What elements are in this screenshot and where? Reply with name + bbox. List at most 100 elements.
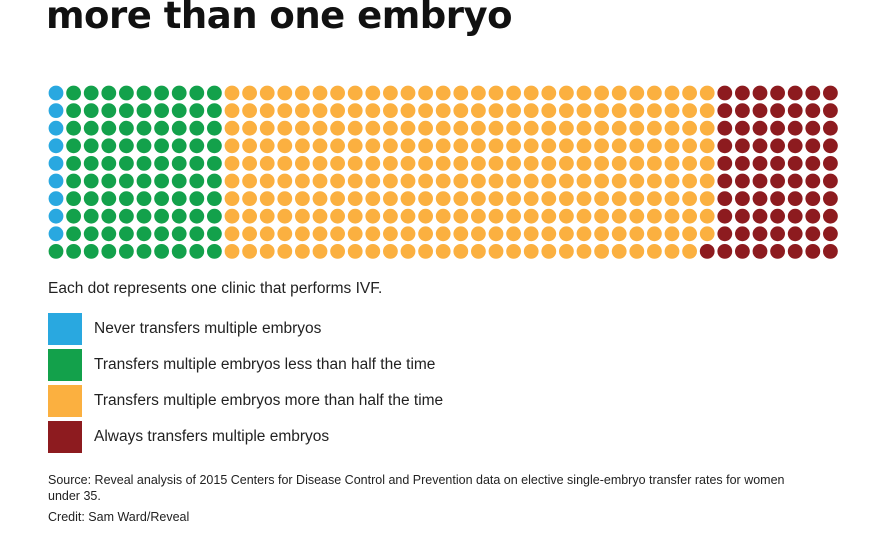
clinic-dot-always	[823, 85, 838, 101]
clinic-dot-more-than-half	[541, 226, 557, 242]
clinic-dot-more-than-half	[488, 138, 504, 154]
clinic-dot-more-than-half	[383, 85, 398, 101]
clinic-dot-less-than-half	[171, 208, 187, 224]
clinic-dot-more-than-half	[506, 173, 521, 189]
clinic-dot-more-than-half	[611, 208, 627, 224]
clinic-dot-less-than-half	[83, 244, 99, 259]
clinic-dot-more-than-half	[365, 120, 381, 136]
clinic-dot-more-than-half	[312, 173, 328, 189]
clinic-dot-less-than-half	[119, 103, 134, 118]
clinic-dot-more-than-half	[471, 191, 486, 207]
clinic-dot-less-than-half	[83, 226, 99, 242]
clinic-dot-more-than-half	[559, 226, 574, 242]
clinic-dot-always	[717, 138, 733, 154]
clinic-dot-more-than-half	[682, 138, 697, 154]
clinic-dot-more-than-half	[224, 173, 240, 189]
clinic-dot-more-than-half	[400, 173, 416, 189]
clinic-dot-more-than-half	[682, 85, 697, 101]
clinic-dot-more-than-half	[418, 244, 433, 259]
clinic-dot-more-than-half	[330, 191, 345, 207]
clinic-dot-more-than-half	[418, 191, 433, 207]
clinic-dot-always	[699, 244, 715, 259]
clinic-dot-more-than-half	[541, 191, 557, 207]
clinic-dot-more-than-half	[295, 173, 310, 189]
clinic-dot-more-than-half	[383, 120, 398, 136]
clinic-dot-more-than-half	[242, 208, 257, 224]
clinic-dot-always	[787, 138, 803, 154]
clinic-dot-more-than-half	[559, 120, 574, 136]
clinic-dot-less-than-half	[66, 138, 81, 154]
clinic-dot-more-than-half	[330, 138, 345, 154]
clinic-dot-more-than-half	[277, 173, 293, 189]
clinic-dot-more-than-half	[435, 103, 451, 118]
clinic-dot-less-than-half	[66, 226, 81, 242]
clinic-dot-more-than-half	[576, 103, 592, 118]
clinic-dot-more-than-half	[347, 138, 363, 154]
clinic-dot-never	[48, 85, 64, 101]
clinic-dot-more-than-half	[277, 226, 293, 242]
clinic-dot-more-than-half	[277, 191, 293, 207]
clinic-dot-more-than-half	[347, 244, 363, 259]
clinic-dot-always	[823, 208, 838, 224]
clinic-dot-more-than-half	[488, 156, 504, 171]
clinic-dot-more-than-half	[453, 191, 469, 207]
clinic-dot-more-than-half	[647, 85, 662, 101]
clinic-dot-less-than-half	[83, 120, 99, 136]
clinic-dot-less-than-half	[171, 156, 187, 171]
clinic-dot-more-than-half	[541, 173, 557, 189]
clinic-dot-more-than-half	[259, 191, 275, 207]
legend-swatch-never	[48, 313, 82, 345]
credit-note: Credit: Sam Ward/Reveal	[48, 510, 190, 524]
clinic-dot-never	[48, 173, 64, 189]
clinic-dot-less-than-half	[189, 103, 205, 118]
clinic-dot-less-than-half	[189, 173, 205, 189]
clinic-dot-less-than-half	[207, 191, 222, 207]
clinic-dot-more-than-half	[664, 226, 680, 242]
clinic-dot-less-than-half	[66, 120, 81, 136]
clinic-dot-more-than-half	[629, 138, 645, 154]
clinic-dot-more-than-half	[453, 244, 469, 259]
clinic-dot-always	[787, 208, 803, 224]
clinic-dot-more-than-half	[295, 85, 310, 101]
clinic-dot-more-than-half	[629, 173, 645, 189]
clinic-dot-more-than-half	[594, 85, 609, 101]
clinic-dot-always	[735, 191, 750, 207]
clinic-dot-more-than-half	[418, 85, 433, 101]
clinic-dot-more-than-half	[541, 85, 557, 101]
clinic-dot-more-than-half	[664, 244, 680, 259]
clinic-dot-more-than-half	[400, 138, 416, 154]
clinic-dot-more-than-half	[664, 120, 680, 136]
clinic-dot-always	[735, 226, 750, 242]
clinic-dot-always	[770, 120, 785, 136]
clinic-dot-more-than-half	[295, 120, 310, 136]
clinic-dot-less-than-half	[171, 191, 187, 207]
clinic-dot-more-than-half	[435, 138, 451, 154]
clinic-dot-more-than-half	[365, 173, 381, 189]
clinic-dot-less-than-half	[83, 156, 99, 171]
clinic-dot-more-than-half	[435, 173, 451, 189]
clinic-dot-more-than-half	[400, 226, 416, 242]
clinic-dot-more-than-half	[330, 85, 345, 101]
clinic-dot-less-than-half	[154, 156, 170, 171]
clinic-dot-more-than-half	[559, 103, 574, 118]
legend-swatch-less-than-half	[48, 349, 82, 381]
clinic-dot-always	[717, 103, 733, 118]
clinic-dot-always	[823, 103, 838, 118]
clinic-dot-more-than-half	[347, 173, 363, 189]
clinic-dot-less-than-half	[66, 208, 81, 224]
clinic-dot-less-than-half	[154, 226, 170, 242]
clinic-dot-more-than-half	[594, 191, 609, 207]
clinic-dot-never	[48, 138, 64, 154]
clinic-dot-less-than-half	[101, 191, 117, 207]
clinic-dot-more-than-half	[277, 244, 293, 259]
clinic-dot-always	[717, 156, 733, 171]
clinic-dot-always	[770, 156, 785, 171]
clinic-dot-more-than-half	[242, 244, 257, 259]
clinic-dot-more-than-half	[312, 120, 328, 136]
clinic-dot-more-than-half	[664, 85, 680, 101]
clinic-dot-more-than-half	[559, 244, 574, 259]
clinic-dot-always	[805, 120, 821, 136]
clinic-dot-more-than-half	[312, 244, 328, 259]
clinic-dot-always	[752, 244, 768, 259]
clinic-dot-always	[735, 208, 750, 224]
